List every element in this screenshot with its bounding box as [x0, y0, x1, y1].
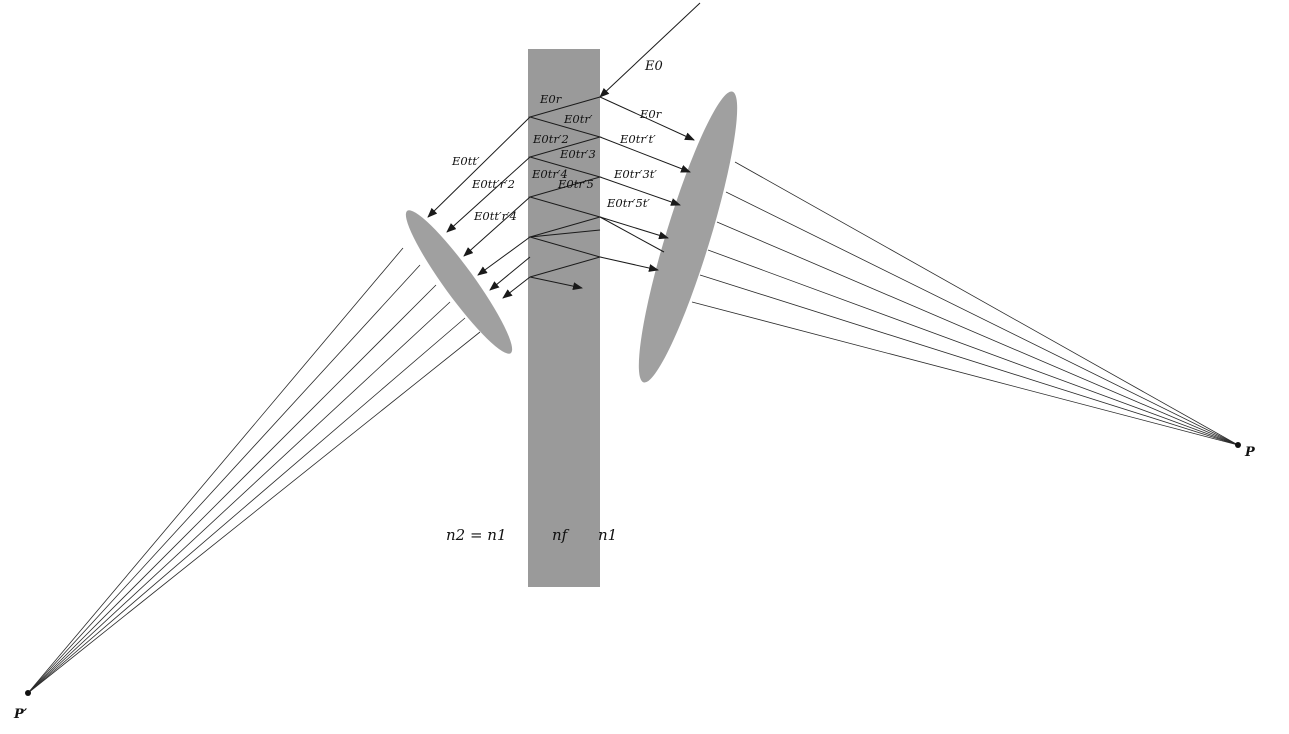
label-index-film: nf — [552, 526, 570, 544]
film-slab — [528, 49, 600, 587]
label-trans-5: E0tr′5t′ — [606, 196, 650, 210]
right-ray-group — [599, 96, 695, 272]
left-ray-group — [427, 116, 531, 299]
label-point-p: P — [1244, 445, 1256, 460]
label-refl-4: E0tr′3 — [559, 147, 596, 161]
point-p-dot — [1235, 442, 1241, 448]
left-lens — [405, 210, 513, 354]
right-converging-rays — [691, 161, 1239, 446]
label-incident: E0 — [644, 59, 663, 74]
right-lens — [638, 91, 738, 383]
incident-ray — [599, 2, 701, 98]
label-refl-5: E0tr′4 — [531, 167, 568, 181]
left-converging-rays — [27, 247, 481, 694]
label-index-left: n2 = n1 — [446, 526, 507, 544]
label-trans-r: E0r — [639, 107, 663, 121]
label-left-3: E0tt′r′4 — [473, 209, 517, 223]
label-left-1: E0tt′ — [451, 154, 480, 168]
point-p-prime-dot — [25, 690, 31, 696]
label-refl-6: E0tr′5 — [557, 177, 594, 191]
label-left-2: E0tt′r′2 — [471, 177, 515, 191]
label-refl-1: E0r — [539, 92, 563, 106]
label-trans-3: E0tr′3t′ — [613, 167, 657, 181]
label-refl-3: E0tr′2 — [532, 132, 569, 146]
label-refl-2: E0tr′ — [563, 112, 593, 126]
label-point-p-prime: P′ — [13, 707, 28, 722]
film-zigzag-extra — [529, 229, 601, 238]
label-index-right: n1 — [598, 526, 617, 544]
label-trans-1: E0tr′t′ — [619, 132, 656, 146]
